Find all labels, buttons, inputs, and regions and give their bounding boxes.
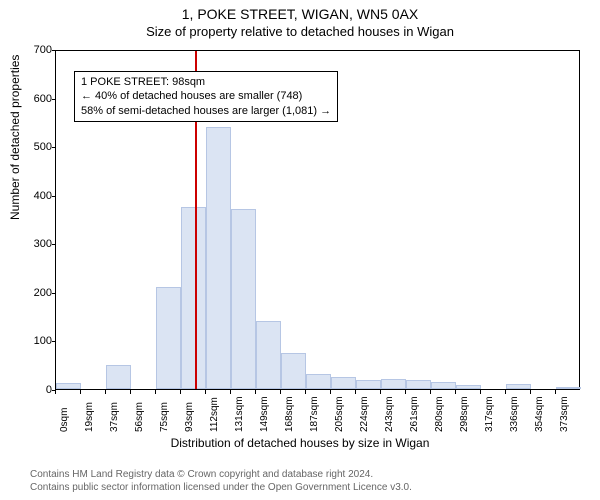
x-tick-mark — [280, 390, 281, 394]
x-tick-label: 149sqm — [259, 396, 270, 432]
histogram-bar — [306, 374, 331, 389]
x-tick-label: 336sqm — [509, 396, 520, 432]
x-tick-mark — [255, 390, 256, 394]
x-tick-mark — [530, 390, 531, 394]
annotation-box: 1 POKE STREET: 98sqm← 40% of detached ho… — [74, 71, 338, 122]
y-tick-label: 700 — [12, 44, 52, 56]
x-tick-label: 112sqm — [209, 397, 220, 432]
x-tick-label: 261sqm — [409, 396, 420, 432]
footer-line: Contains public sector information licen… — [30, 481, 412, 494]
x-tick-mark — [155, 390, 156, 394]
annotation-line: ← 40% of detached houses are smaller (74… — [81, 89, 331, 103]
histogram-bar — [56, 383, 81, 389]
x-tick-label: 168sqm — [284, 396, 295, 432]
histogram-bar — [356, 380, 381, 389]
x-tick-mark — [80, 390, 81, 394]
x-tick-mark — [355, 390, 356, 394]
x-tick-label: 298sqm — [459, 396, 470, 432]
histogram-bar — [406, 380, 431, 389]
histogram-bar — [381, 379, 406, 389]
x-tick-label: 131sqm — [234, 396, 245, 432]
y-tick-label: 300 — [12, 238, 52, 250]
histogram-bar — [281, 353, 306, 389]
x-tick-label: 373sqm — [559, 396, 570, 432]
x-tick-label: 56sqm — [134, 402, 145, 432]
x-tick-mark — [305, 390, 306, 394]
y-tick-label: 200 — [12, 287, 52, 299]
y-tick-label: 400 — [12, 190, 52, 202]
y-tick-label: 500 — [12, 141, 52, 153]
x-tick-mark — [330, 390, 331, 394]
annotation-line: 1 POKE STREET: 98sqm — [81, 75, 331, 89]
chart-container: 1, POKE STREET, WIGAN, WN5 0AX Size of p… — [0, 0, 600, 500]
x-tick-label: 75sqm — [159, 402, 170, 432]
x-tick-label: 187sqm — [309, 396, 320, 432]
annotation-line: 58% of semi-detached houses are larger (… — [81, 104, 331, 118]
x-tick-label: 93sqm — [184, 402, 195, 432]
x-tick-mark — [405, 390, 406, 394]
x-tick-mark — [555, 390, 556, 394]
x-tick-mark — [55, 390, 56, 394]
histogram-bar — [506, 384, 531, 389]
y-tick-mark — [52, 244, 56, 245]
histogram-bar — [456, 385, 481, 389]
y-tick-mark — [52, 50, 56, 51]
footer-line: Contains HM Land Registry data © Crown c… — [30, 468, 412, 481]
x-tick-label: 0sqm — [59, 408, 70, 432]
x-tick-label: 37sqm — [109, 402, 120, 432]
x-tick-mark — [505, 390, 506, 394]
chart-title: 1, POKE STREET, WIGAN, WN5 0AX — [0, 0, 600, 22]
x-axis-label: Distribution of detached houses by size … — [0, 436, 600, 450]
plot-area: 1 POKE STREET: 98sqm← 40% of detached ho… — [55, 50, 580, 390]
y-tick-label: 600 — [12, 93, 52, 105]
x-tick-label: 19sqm — [84, 402, 95, 432]
y-tick-label: 100 — [12, 335, 52, 347]
histogram-bar — [556, 387, 581, 389]
x-tick-label: 205sqm — [334, 396, 345, 432]
x-tick-mark — [480, 390, 481, 394]
histogram-bar — [106, 365, 131, 389]
histogram-bar — [256, 321, 281, 389]
x-tick-label: 280sqm — [434, 396, 445, 432]
y-tick-mark — [52, 99, 56, 100]
x-tick-mark — [130, 390, 131, 394]
x-tick-mark — [455, 390, 456, 394]
histogram-bar — [231, 209, 256, 389]
x-tick-mark — [230, 390, 231, 394]
y-tick-mark — [52, 293, 56, 294]
x-tick-mark — [180, 390, 181, 394]
x-tick-mark — [205, 390, 206, 394]
chart-subtitle: Size of property relative to detached ho… — [0, 22, 600, 39]
x-tick-label: 243sqm — [384, 396, 395, 432]
x-tick-mark — [430, 390, 431, 394]
y-tick-label: 0 — [12, 384, 52, 396]
y-tick-mark — [52, 147, 56, 148]
y-tick-mark — [52, 341, 56, 342]
x-tick-label: 317sqm — [484, 396, 495, 432]
y-tick-mark — [52, 196, 56, 197]
histogram-bar — [331, 377, 356, 389]
x-tick-label: 224sqm — [359, 396, 370, 432]
x-tick-mark — [380, 390, 381, 394]
histogram-bar — [206, 127, 231, 389]
x-tick-label: 354sqm — [534, 396, 545, 432]
histogram-bar — [181, 207, 206, 389]
histogram-bar — [156, 287, 181, 389]
x-tick-mark — [105, 390, 106, 394]
histogram-bar — [431, 382, 456, 389]
footer-attribution: Contains HM Land Registry data © Crown c… — [30, 468, 412, 494]
